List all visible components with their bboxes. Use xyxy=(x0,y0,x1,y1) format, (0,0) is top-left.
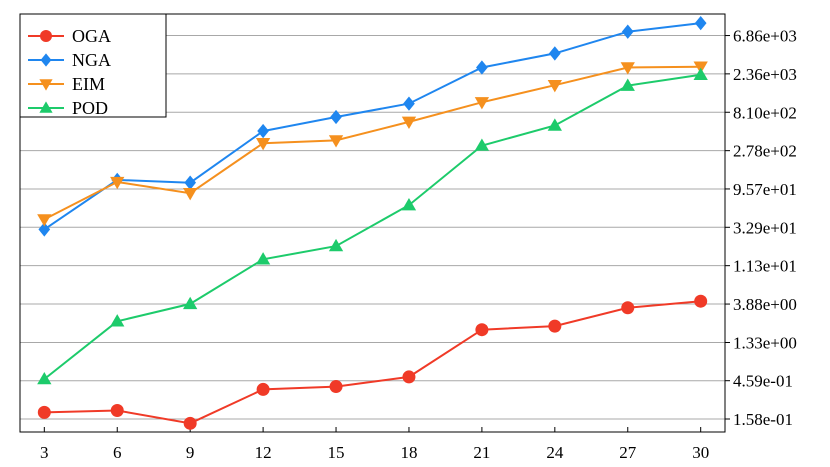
series-eim xyxy=(37,61,708,227)
x-tick-label: 18 xyxy=(400,443,417,462)
data-point xyxy=(257,123,269,139)
data-point xyxy=(693,67,708,80)
data-point xyxy=(110,314,125,327)
data-point xyxy=(547,118,562,131)
y-tick-label: 3.88e+00 xyxy=(733,295,797,314)
data-point xyxy=(39,79,53,91)
x-tick-label: 27 xyxy=(619,443,637,462)
series-line xyxy=(43,65,701,221)
data-point xyxy=(328,238,344,252)
x-tick-label: 21 xyxy=(473,443,490,462)
x-tick-label: 15 xyxy=(328,443,345,462)
y-tick-label: 1.58e-01 xyxy=(733,410,793,429)
series-pod xyxy=(37,67,708,385)
data-point xyxy=(38,222,51,237)
y-tick-label: 6.86e+03 xyxy=(733,27,797,46)
y-tick-label: 2.36e+03 xyxy=(733,65,797,84)
x-tick-label: 30 xyxy=(692,443,709,462)
data-point xyxy=(256,382,270,396)
series-line xyxy=(43,22,701,231)
plot-frame xyxy=(19,13,726,433)
y-tick-label: 8.10e+02 xyxy=(733,103,797,122)
series-line xyxy=(44,300,701,425)
x-tick-label: 3 xyxy=(40,443,49,462)
legend-item: NGA xyxy=(28,50,111,70)
legend-label: NGA xyxy=(72,50,111,70)
data-point xyxy=(183,416,197,430)
data-point xyxy=(401,116,417,130)
data-point xyxy=(110,404,124,418)
x-axis: 3 6 9 12 15 18 21 24 27 30 xyxy=(40,427,709,462)
data-point xyxy=(548,319,562,333)
y-axis: 1.58e-01 4.59e-01 1.33e+00 3.88e+00 1.13e+01… xyxy=(725,27,797,429)
series-line xyxy=(43,73,701,380)
legend-label: EIM xyxy=(72,74,105,94)
legend-item: OGA xyxy=(28,26,111,46)
data-point xyxy=(39,101,53,113)
y-tick-label: 4.59e-01 xyxy=(733,372,793,391)
data-point xyxy=(37,371,52,385)
series-oga xyxy=(37,294,708,430)
data-point xyxy=(403,96,415,111)
data-point xyxy=(621,24,634,39)
data-point xyxy=(620,78,635,91)
data-point xyxy=(37,405,51,419)
x-tick-label: 12 xyxy=(255,443,272,462)
legend-item: POD xyxy=(28,98,108,118)
data-point xyxy=(401,197,417,211)
data-point xyxy=(548,46,561,61)
legend-label: OGA xyxy=(72,26,111,46)
y-tick-label: 2.78e+02 xyxy=(733,142,797,161)
data-point xyxy=(255,138,271,151)
data-point xyxy=(329,380,343,394)
data-point xyxy=(40,30,52,42)
series-nga xyxy=(38,15,707,237)
x-tick-label: 6 xyxy=(113,443,122,462)
data-point xyxy=(621,301,635,315)
data-point xyxy=(474,97,490,110)
data-point xyxy=(183,188,198,201)
x-tick-label: 24 xyxy=(546,443,564,462)
data-point xyxy=(330,109,342,125)
data-point xyxy=(183,296,198,310)
y-tick-label: 9.57e+01 xyxy=(733,180,797,199)
legend-item: EIM xyxy=(28,74,105,94)
data-point xyxy=(620,62,635,75)
x-tick-label: 9 xyxy=(186,443,195,462)
y-tick-label: 1.13e+01 xyxy=(733,257,797,276)
data-point xyxy=(110,176,125,190)
data-point xyxy=(694,294,708,308)
legend: OGA NGA EIM POD xyxy=(19,13,167,118)
data-point xyxy=(255,252,271,265)
data-point xyxy=(547,80,562,93)
data-point xyxy=(328,135,344,148)
data-point xyxy=(37,214,52,227)
data-point xyxy=(184,175,197,190)
y-tick-label: 1.33e+00 xyxy=(733,334,797,353)
data-point xyxy=(40,53,52,67)
data-point xyxy=(474,138,490,151)
series-layer xyxy=(37,15,708,430)
legend-label: POD xyxy=(72,98,108,118)
data-point xyxy=(402,370,416,384)
data-point xyxy=(694,15,707,31)
data-point xyxy=(475,323,489,337)
data-point xyxy=(476,60,488,75)
y-tick-label: 3.29e+01 xyxy=(733,218,797,237)
